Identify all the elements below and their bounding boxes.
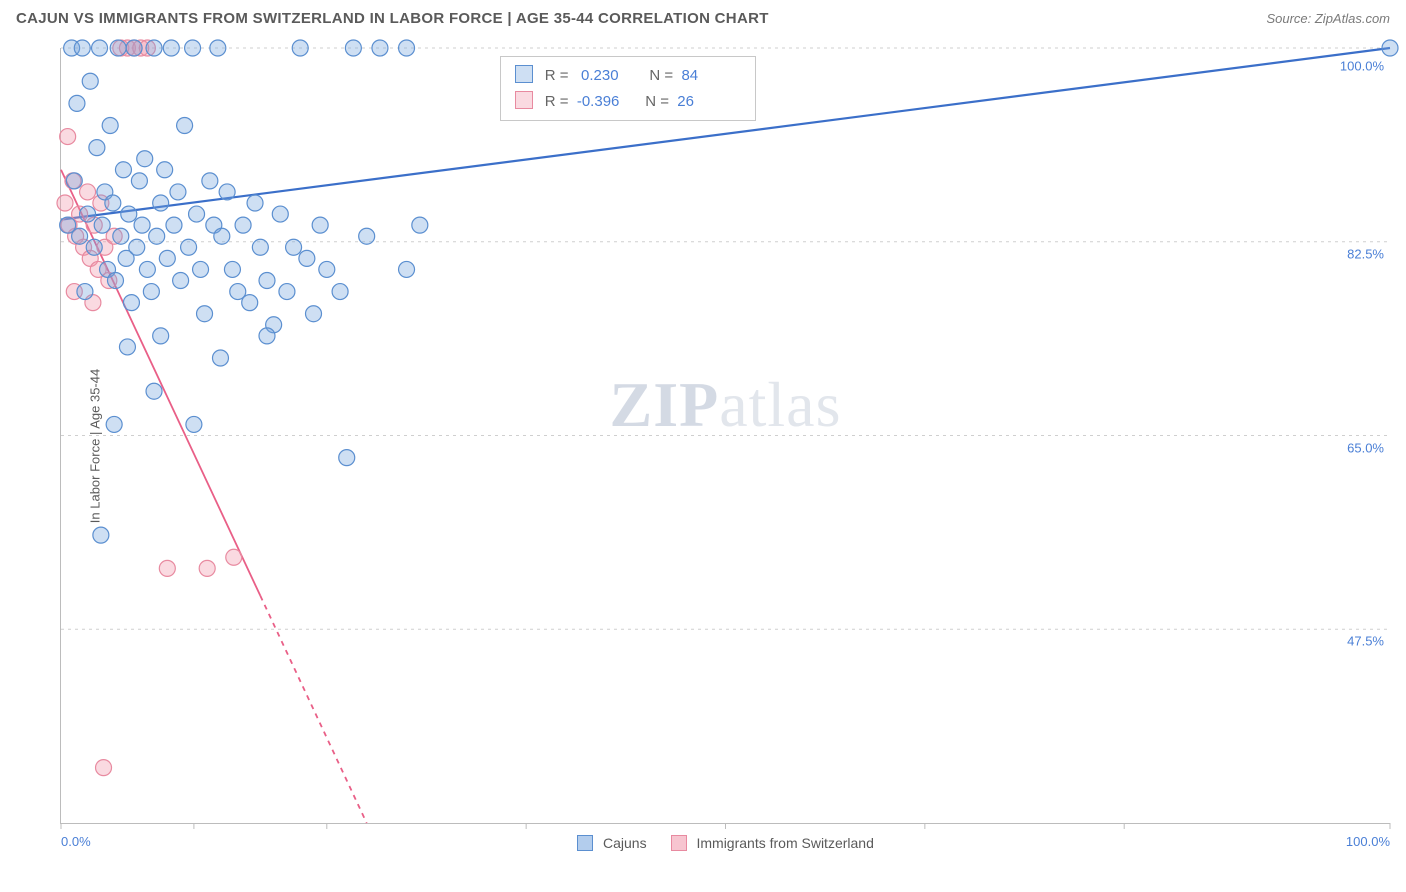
y-tick-label: 47.5%: [1347, 634, 1384, 649]
x-tick-label: 100.0%: [1346, 834, 1390, 849]
chart-title: CAJUN VS IMMIGRANTS FROM SWITZERLAND IN …: [16, 10, 769, 27]
legend-item-cajuns: Cajuns: [577, 835, 646, 851]
chart-header: CAJUN VS IMMIGRANTS FROM SWITZERLAND IN …: [0, 0, 1406, 33]
y-tick-label: 100.0%: [1340, 59, 1384, 74]
y-tick-label: 65.0%: [1347, 440, 1384, 455]
legend-swatch-swiss: [671, 835, 687, 851]
source-label: Source: ZipAtlas.com: [1266, 11, 1390, 26]
bottom-legend: Cajuns Immigrants from Switzerland: [61, 835, 1390, 851]
scatter-svg: [61, 48, 1390, 823]
legend-swatch-cajuns: [577, 835, 593, 851]
legend-label-swiss: Immigrants from Switzerland: [696, 835, 873, 851]
chart-container: In Labor Force | Age 35-44 ZIPatlas R = …: [48, 48, 1390, 844]
x-tick-label: 0.0%: [61, 834, 91, 849]
plot-area: ZIPatlas R = 0.230 N = 84 R = -0.396 N =…: [60, 48, 1390, 824]
legend-label-cajuns: Cajuns: [603, 835, 647, 851]
y-tick-label: 82.5%: [1347, 246, 1384, 261]
legend-item-swiss: Immigrants from Switzerland: [671, 835, 874, 851]
